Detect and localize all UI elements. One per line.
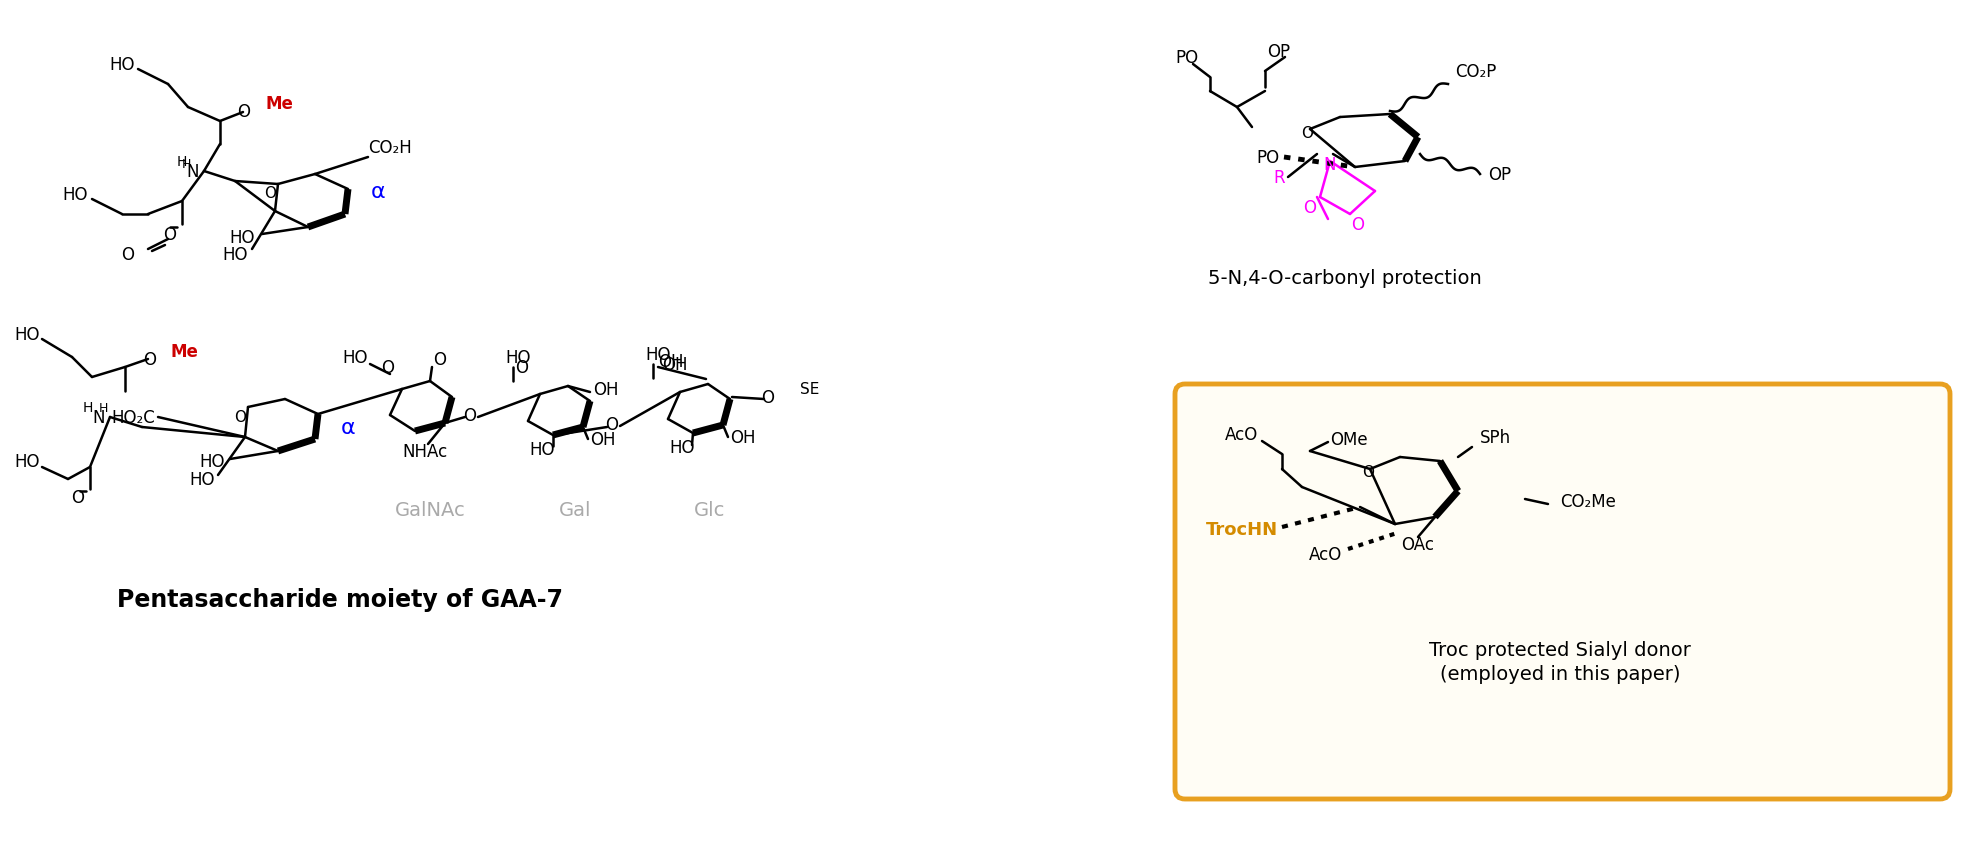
Text: O: O xyxy=(1362,465,1374,480)
Text: Me: Me xyxy=(264,95,292,112)
Text: O: O xyxy=(382,359,394,377)
Text: OH: OH xyxy=(590,430,616,448)
Text: R: R xyxy=(1274,169,1284,187)
Text: N: N xyxy=(93,408,105,427)
Text: (employed in this paper): (employed in this paper) xyxy=(1439,665,1680,683)
Text: H: H xyxy=(83,400,93,415)
Text: OH: OH xyxy=(658,353,684,371)
Text: O: O xyxy=(237,103,250,121)
Text: HO: HO xyxy=(14,452,40,470)
Text: HO: HO xyxy=(644,346,670,364)
Text: H: H xyxy=(183,158,191,171)
Text: HO: HO xyxy=(199,452,225,470)
Text: OMe: OMe xyxy=(1330,430,1368,448)
Text: OH: OH xyxy=(662,355,688,373)
Text: HO: HO xyxy=(229,228,254,247)
Text: O: O xyxy=(72,488,85,506)
Text: HO: HO xyxy=(342,348,368,366)
Text: PO: PO xyxy=(1256,149,1280,167)
Text: Gal: Gal xyxy=(559,500,590,519)
Text: α: α xyxy=(370,181,386,202)
Text: α: α xyxy=(340,417,356,437)
Text: HO: HO xyxy=(223,245,248,263)
Text: HO: HO xyxy=(62,186,87,204)
FancyBboxPatch shape xyxy=(1175,384,1950,799)
Text: Pentasaccharide moiety of GAA-7: Pentasaccharide moiety of GAA-7 xyxy=(117,587,563,611)
Text: HO₂C: HO₂C xyxy=(111,408,155,427)
Text: O: O xyxy=(143,350,155,369)
Text: OP: OP xyxy=(1266,43,1290,61)
Text: O: O xyxy=(235,410,247,425)
Text: O: O xyxy=(606,416,618,434)
Text: CO₂P: CO₂P xyxy=(1455,63,1497,81)
Text: O: O xyxy=(433,350,447,369)
Text: N: N xyxy=(187,163,199,181)
Text: HO: HO xyxy=(670,439,696,457)
Text: Glc: Glc xyxy=(694,500,726,519)
Text: CO₂Me: CO₂Me xyxy=(1561,492,1616,510)
Text: O: O xyxy=(1304,199,1316,216)
Text: GalNAc: GalNAc xyxy=(396,500,465,519)
Text: O: O xyxy=(1352,216,1364,233)
Text: SE: SE xyxy=(799,382,819,397)
Text: OAc: OAc xyxy=(1402,535,1435,553)
Text: 5-N,4-O-carbonyl protection: 5-N,4-O-carbonyl protection xyxy=(1209,268,1481,287)
Text: O: O xyxy=(515,359,529,377)
Text: O: O xyxy=(1300,125,1312,141)
Text: OH: OH xyxy=(730,429,755,446)
Text: Troc protected Sialyl donor: Troc protected Sialyl donor xyxy=(1429,640,1692,659)
Text: HO: HO xyxy=(529,440,555,458)
Text: HO: HO xyxy=(14,325,40,343)
Text: OH: OH xyxy=(592,381,618,399)
Text: HO: HO xyxy=(505,348,531,366)
Text: OP: OP xyxy=(1487,166,1511,184)
Text: SPh: SPh xyxy=(1479,429,1511,446)
Text: NHAc: NHAc xyxy=(402,442,447,460)
Text: O: O xyxy=(121,245,135,263)
Text: N: N xyxy=(1324,156,1336,174)
Text: H: H xyxy=(177,155,187,169)
Text: AcO: AcO xyxy=(1225,425,1258,444)
Text: H: H xyxy=(99,401,109,414)
Text: O: O xyxy=(264,185,276,200)
Text: O: O xyxy=(761,389,775,406)
Text: O: O xyxy=(163,226,177,244)
Text: CO₂H: CO₂H xyxy=(368,139,412,157)
Text: O: O xyxy=(463,406,477,424)
Text: HO: HO xyxy=(189,470,215,488)
Text: Me: Me xyxy=(171,343,199,360)
Text: PO: PO xyxy=(1175,49,1199,67)
Text: AcO: AcO xyxy=(1308,545,1342,563)
Text: TrocHN: TrocHN xyxy=(1207,521,1278,538)
Text: HO: HO xyxy=(109,56,135,74)
